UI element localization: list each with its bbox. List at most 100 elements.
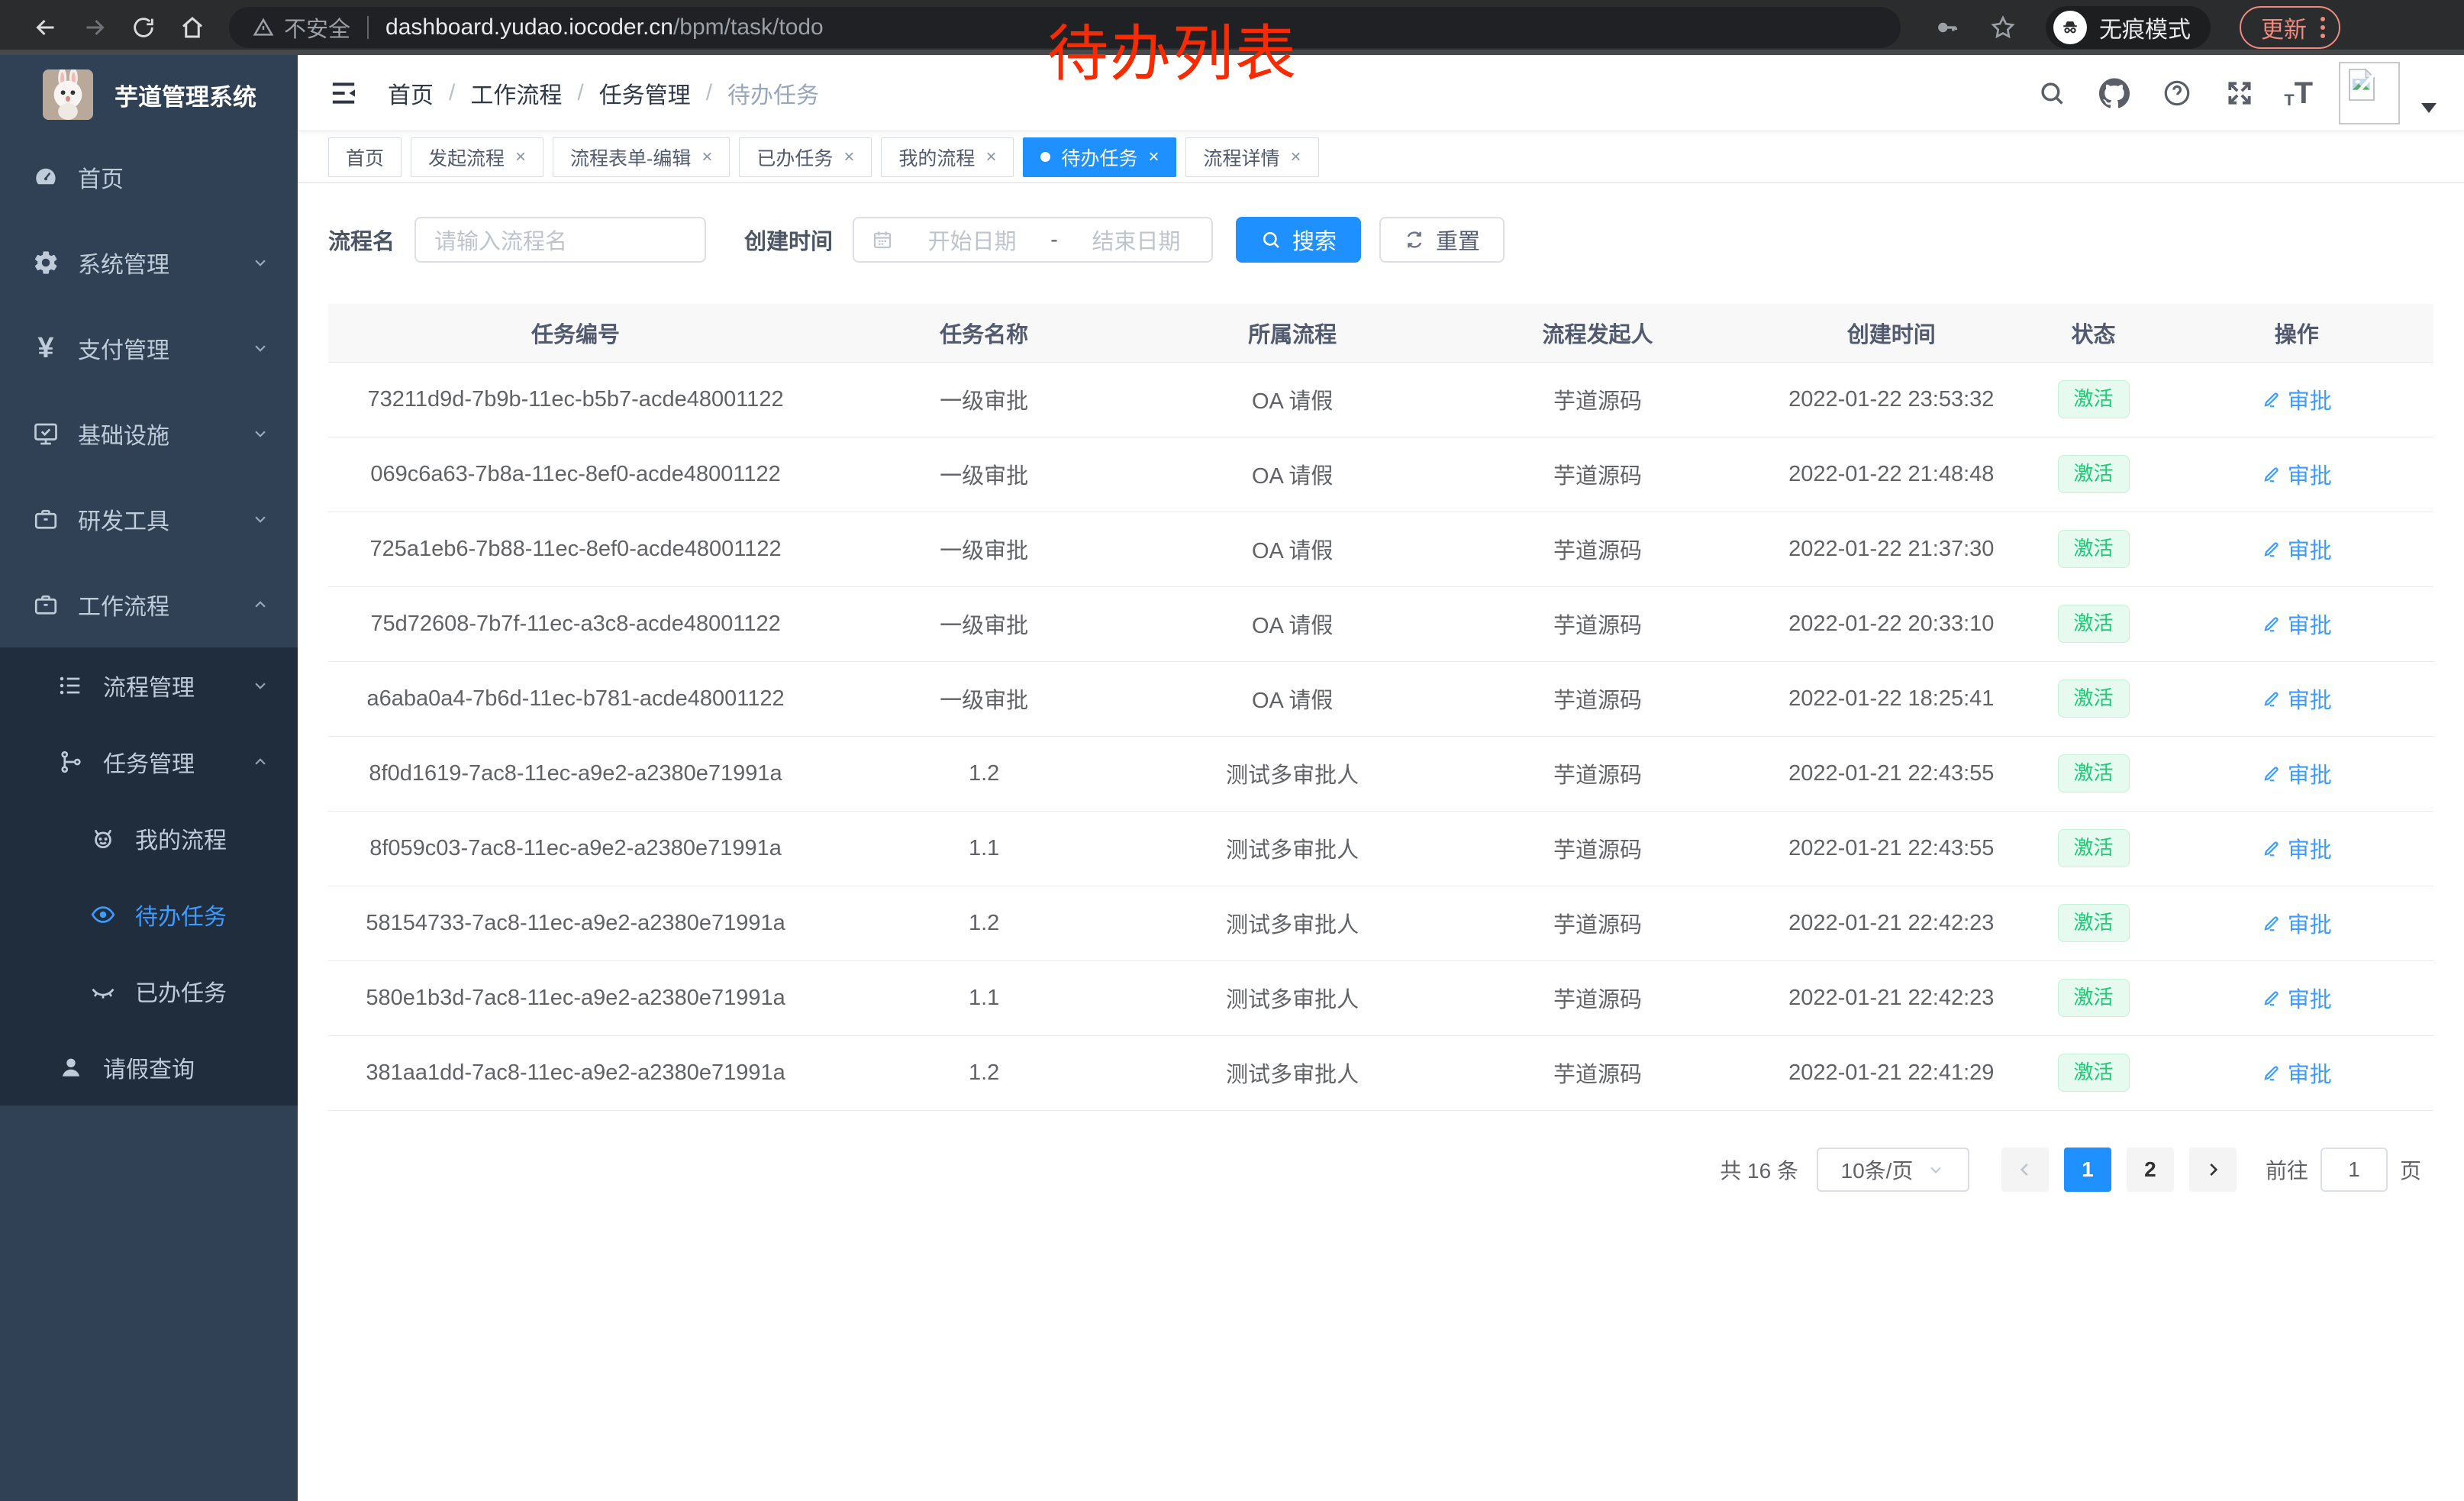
page-size-select[interactable]: 10条/页 (1816, 1147, 1969, 1192)
pagination: 共 16 条 10条/页 12 前往 页 (328, 1147, 2433, 1192)
chevron-left-icon (2020, 1163, 2028, 1176)
tab-我的流程[interactable]: 我的流程 × (881, 137, 1014, 177)
sidebar-item-devtools[interactable]: 研发工具 (0, 476, 298, 562)
process-name-input[interactable]: 请输入流程名 (414, 217, 707, 263)
table-row: 381aa1dd-7ac8-11ec-a9e2-a2380e71991a 1.2… (328, 1035, 2433, 1111)
sidebar-item-system[interactable]: 系统管理 (0, 220, 298, 305)
page-button-1[interactable]: 1 (2063, 1147, 2111, 1192)
key-icon[interactable] (1934, 15, 1960, 40)
browser-back-icon[interactable] (21, 6, 70, 49)
app-logo[interactable]: 芋道管理系统 (0, 55, 298, 134)
close-icon[interactable]: × (843, 146, 855, 167)
browser-menu-icon[interactable] (2320, 17, 2325, 38)
cell-created: 2022-01-21 22:41:29 (1755, 1035, 2027, 1111)
table-row: 725a1eb6-7b88-11ec-8ef0-acde48001122 一级审… (328, 512, 2433, 587)
chevron-down-icon (1930, 1167, 1942, 1173)
cell-initiator: 芋道源码 (1440, 362, 1756, 437)
tab-流程表单-编辑[interactable]: 流程表单-编辑 × (553, 137, 730, 177)
bookmark-star-icon[interactable] (1989, 14, 2017, 41)
address-bar[interactable]: 不安全 dashboard.yudao.iocoder.cn/bpm/task/… (229, 7, 1901, 48)
cell-task-id: 069c6a63-7b8a-11ec-8ef0-acde48001122 (328, 437, 824, 512)
approve-link[interactable]: 审批 (2262, 832, 2332, 864)
table-row: 8f059c03-7ac8-11ec-a9e2-a2380e71991a 1.1… (328, 811, 2433, 886)
sidebar-item-payment[interactable]: ¥ 支付管理 (0, 305, 298, 391)
table-row: 58154733-7ac8-11ec-a9e2-a2380e71991a 1.2… (328, 886, 2433, 961)
sidebar-item-task-mgmt[interactable]: 任务管理 (0, 724, 298, 800)
briefcase-icon (31, 504, 61, 534)
sidebar-item-leave-query[interactable]: 请假查询 (0, 1029, 298, 1106)
sidebar-item-my-process[interactable]: 我的流程 (0, 800, 298, 876)
approve-link[interactable]: 审批 (2262, 1057, 2332, 1089)
sidebar-item-todo-task[interactable]: 待办任务 (0, 876, 298, 953)
monitor-icon (31, 418, 61, 449)
edit-icon (2264, 841, 2279, 857)
breadcrumb-item[interactable]: 任务管理 (598, 82, 691, 108)
browser-home-icon[interactable] (168, 6, 217, 49)
collapse-sidebar-icon[interactable] (325, 75, 362, 111)
search-button[interactable]: 搜索 (1236, 217, 1362, 263)
cell-process: OA 请假 (1145, 437, 1440, 512)
cell-process: OA 请假 (1145, 362, 1440, 437)
github-icon[interactable] (2096, 75, 2133, 111)
breadcrumb-item[interactable]: 首页 (388, 82, 434, 108)
cell-created: 2022-01-21 22:42:23 (1755, 960, 2027, 1036)
yen-icon: ¥ (37, 332, 54, 364)
cell-task-id: 73211d9d-7b9b-11ec-b5b7-acde48001122 (328, 362, 824, 437)
breadcrumb-separator: / (449, 79, 456, 105)
breadcrumb-item[interactable]: 工作流程 (470, 82, 563, 108)
cell-process: 测试多审批人 (1145, 960, 1440, 1036)
fullscreen-icon[interactable] (2221, 75, 2258, 111)
approve-link[interactable]: 审批 (2262, 383, 2332, 415)
close-icon[interactable]: × (985, 146, 997, 167)
sidebar: 芋道管理系统 首页 系统管理 ¥ 支付管理 基础设施 研发工具 工作流程 流程管… (0, 55, 298, 1501)
incognito-label: 无痕模式 (2099, 18, 2191, 43)
header-task-id: 任务编号 (328, 304, 824, 363)
sidebar-item-home[interactable]: 首页 (0, 134, 298, 220)
update-button[interactable]: 更新 (2240, 6, 2340, 49)
goto-page-input[interactable] (2320, 1147, 2388, 1192)
help-icon[interactable] (2159, 75, 2195, 111)
approve-link[interactable]: 审批 (2262, 982, 2332, 1014)
close-icon[interactable]: × (1290, 146, 1301, 167)
approve-link[interactable]: 审批 (2262, 907, 2332, 939)
cell-process: OA 请假 (1145, 512, 1440, 587)
sidebar-item-process-mgmt[interactable]: 流程管理 (0, 647, 298, 724)
breadcrumb: 首页 / 工作流程 / 任务管理 / 待办任务 (388, 76, 819, 110)
prev-page-button[interactable] (2001, 1147, 2049, 1192)
tab-发起流程[interactable]: 发起流程 × (411, 137, 544, 177)
filter-bar: 流程名 请输入流程名 创建时间 开始日期 - 结束日期 搜索 重置 (328, 217, 2433, 263)
browser-reload-icon[interactable] (119, 6, 168, 49)
tab-流程详情[interactable]: 流程详情 × (1185, 137, 1319, 177)
sidebar-item-workflow[interactable]: 工作流程 (0, 562, 298, 647)
avatar[interactable] (2339, 61, 2400, 124)
approve-link[interactable]: 审批 (2262, 533, 2332, 565)
range-separator: - (1050, 227, 1058, 252)
approve-link[interactable]: 审批 (2262, 757, 2332, 789)
approve-link[interactable]: 审批 (2262, 608, 2332, 640)
sidebar-menu: 首页 系统管理 ¥ 支付管理 基础设施 研发工具 工作流程 流程管理 任务管理 … (0, 134, 298, 1106)
edit-icon (2264, 392, 2279, 408)
avatar-dropdown-caret[interactable] (2421, 103, 2437, 113)
close-icon[interactable]: × (1148, 146, 1159, 167)
browser-forward-icon[interactable] (70, 6, 119, 49)
close-icon[interactable]: × (515, 146, 527, 167)
sidebar-item-done-task[interactable]: 已办任务 (0, 953, 298, 1029)
close-icon[interactable]: × (701, 146, 713, 167)
cell-process: OA 请假 (1145, 586, 1440, 662)
sidebar-item-infra[interactable]: 基础设施 (0, 391, 298, 476)
cell-initiator: 芋道源码 (1440, 661, 1756, 737)
edit-icon (2264, 1066, 2279, 1081)
cell-task-id: 8f059c03-7ac8-11ec-a9e2-a2380e71991a (328, 811, 824, 886)
tab-已办任务[interactable]: 已办任务 × (739, 137, 872, 177)
reset-button[interactable]: 重置 (1379, 217, 1505, 263)
date-range-input[interactable]: 开始日期 - 结束日期 (853, 217, 1214, 263)
edit-icon (2264, 991, 2279, 1006)
tab-首页[interactable]: 首页 (328, 137, 402, 177)
tab-待办任务[interactable]: 待办任务 × (1023, 137, 1177, 177)
approve-link[interactable]: 审批 (2262, 683, 2332, 715)
next-page-button[interactable] (2188, 1147, 2237, 1192)
page-button-2[interactable]: 2 (2126, 1147, 2174, 1192)
search-icon[interactable] (2033, 75, 2070, 111)
approve-link[interactable]: 审批 (2262, 458, 2332, 490)
